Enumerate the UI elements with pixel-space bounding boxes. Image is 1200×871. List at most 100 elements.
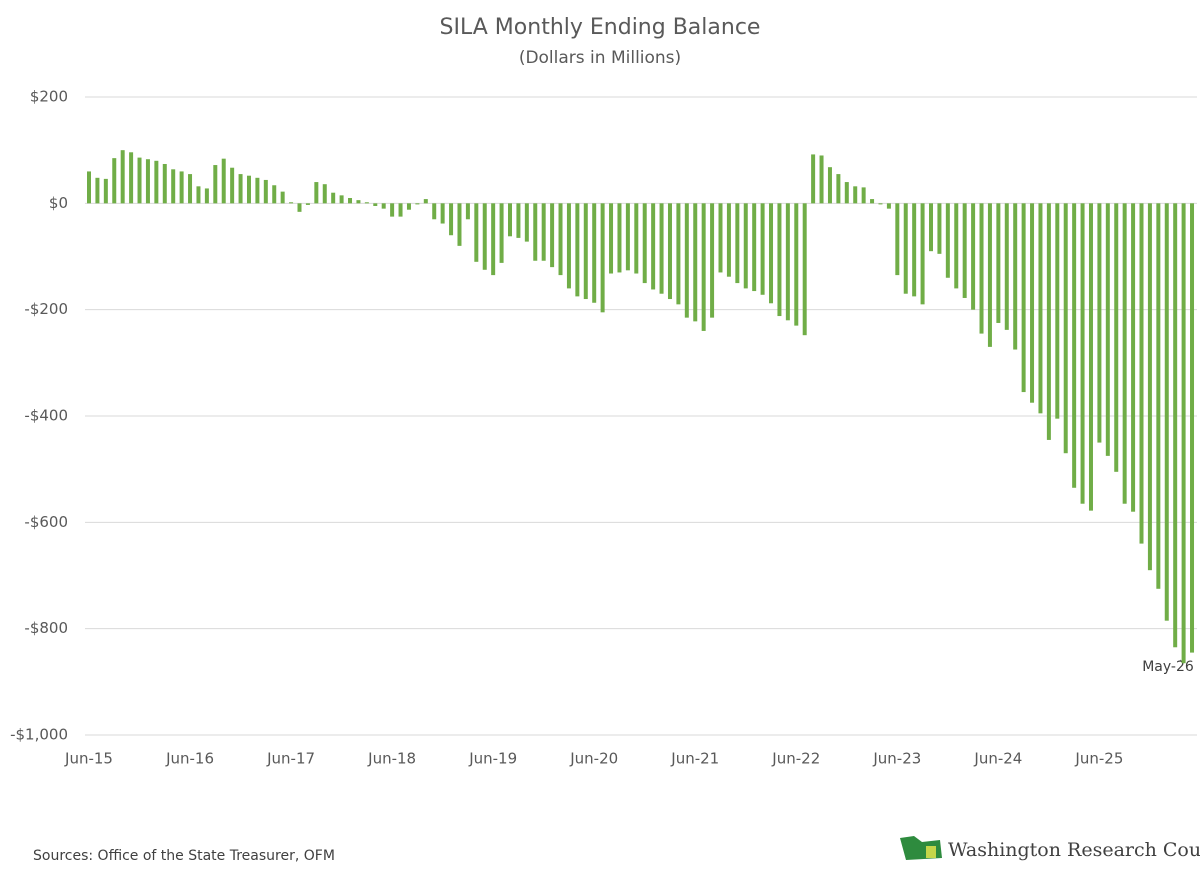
bar: [491, 203, 496, 276]
bar: [154, 160, 159, 204]
x-tick-label: Jun-16: [165, 750, 214, 768]
bar: [272, 185, 277, 204]
bar: [1173, 203, 1178, 648]
bar: [533, 203, 538, 261]
bar: [558, 203, 563, 276]
logo: Washington Research Council: [900, 836, 1200, 861]
bar: [878, 203, 883, 205]
bar: [381, 203, 386, 209]
bar: [390, 203, 395, 217]
bar: [213, 165, 218, 204]
bar: [979, 203, 984, 334]
x-tick-label: Jun-17: [266, 750, 315, 768]
bar: [449, 203, 454, 236]
bar: [634, 203, 639, 274]
bar: [827, 167, 832, 204]
bar: [954, 203, 959, 289]
bar: [103, 178, 108, 204]
bar: [179, 171, 184, 204]
bar: [120, 150, 125, 204]
bar: [516, 203, 521, 238]
bar: [836, 174, 841, 204]
bar: [246, 175, 251, 204]
bar: [1156, 203, 1161, 589]
bar: [861, 187, 866, 204]
bar: [432, 203, 437, 220]
bar: [811, 154, 816, 204]
bar: [1004, 203, 1009, 330]
bar: [87, 171, 91, 204]
bar: [592, 203, 597, 303]
bar: [457, 203, 462, 246]
bar: [112, 158, 117, 204]
bar: [1181, 203, 1186, 664]
bar: [314, 182, 319, 204]
bar: [642, 203, 647, 284]
bar: [162, 163, 167, 204]
y-tick-label: -$200: [24, 300, 68, 318]
bar: [625, 203, 630, 271]
bar: [617, 203, 622, 273]
x-tick-label: Jun-21: [670, 750, 719, 768]
bar: [482, 203, 487, 270]
bar: [752, 203, 757, 292]
bar: [1072, 203, 1077, 488]
bar: [735, 203, 740, 284]
bar: [230, 167, 235, 204]
bar: [1147, 203, 1152, 571]
x-tick-label: Jun-24: [973, 750, 1022, 768]
bar: [1055, 203, 1060, 419]
bar: [1164, 203, 1169, 621]
bar: [289, 202, 294, 204]
bar: [524, 203, 529, 242]
bar: [1114, 203, 1119, 472]
bar: [853, 186, 858, 204]
bar: [1190, 203, 1195, 653]
bar: [1021, 203, 1026, 393]
bar: [684, 203, 689, 318]
bar: [406, 203, 411, 210]
y-tick-label: -$1,000: [10, 726, 68, 744]
bar: [903, 203, 908, 294]
bar: [1105, 203, 1110, 456]
bar: [575, 203, 580, 297]
bar: [760, 203, 765, 295]
bar: [465, 203, 470, 220]
bar: [145, 159, 150, 204]
annotation: May-26: [1142, 659, 1194, 675]
bar: [785, 203, 790, 321]
x-tick-label: Jun-23: [872, 750, 921, 768]
bar: [710, 203, 715, 318]
bar: [667, 203, 672, 300]
y-tick-label: $200: [30, 88, 68, 106]
bar: [802, 203, 807, 336]
bar: [600, 203, 605, 313]
bar: [726, 203, 731, 277]
bar: [1088, 203, 1093, 511]
bar: [541, 203, 546, 261]
bar: [137, 157, 142, 204]
y-tick-label: -$400: [24, 407, 68, 425]
bar: [305, 203, 310, 205]
bar: [701, 203, 706, 331]
bar: [1080, 203, 1085, 504]
bar: [550, 203, 555, 268]
bar: [204, 188, 209, 204]
bar: [356, 200, 361, 204]
bar: [373, 203, 378, 206]
bar: [929, 203, 933, 252]
logo-text: Washington Research Council: [948, 839, 1200, 861]
bar: [659, 203, 664, 294]
bar: [221, 158, 226, 204]
bar: [1131, 203, 1136, 512]
bar: [937, 203, 942, 254]
bar: [609, 203, 614, 274]
bar: [1030, 203, 1035, 403]
bar: [1063, 203, 1068, 454]
bar: [499, 203, 504, 263]
bar: [886, 203, 891, 209]
bar: [583, 203, 588, 300]
bar: [238, 174, 243, 204]
bar: [280, 191, 285, 204]
bar: [1013, 203, 1018, 350]
